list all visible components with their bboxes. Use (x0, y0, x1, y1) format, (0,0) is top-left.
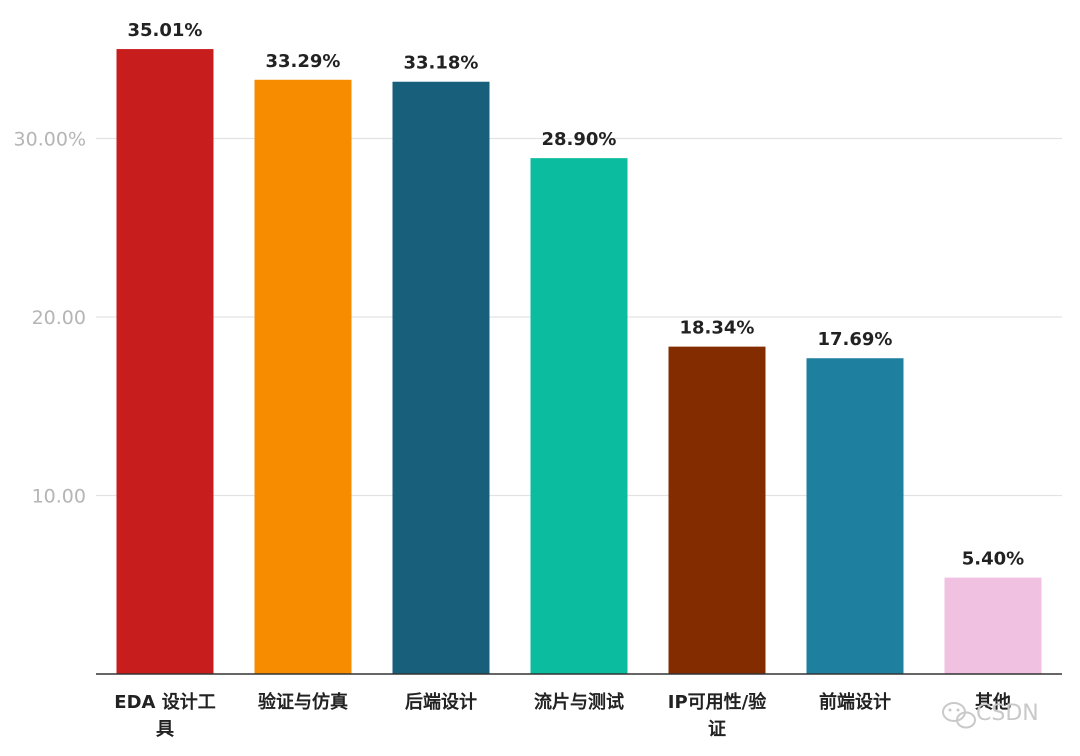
data-label: 28.90% (542, 129, 617, 150)
bar (806, 358, 904, 674)
data-label: 17.69% (818, 329, 893, 350)
y-tick-label: 20.00 (32, 307, 86, 329)
x-tick-label: EDA 设计工具 (114, 691, 215, 740)
x-tick-label: 流片与测试 (534, 691, 624, 713)
bar (530, 158, 628, 674)
bars (116, 49, 1042, 675)
x-tick-label: 其他 (975, 691, 1011, 713)
bar (944, 577, 1042, 674)
bar (116, 49, 214, 675)
wechat-icon (942, 702, 976, 729)
bar (254, 79, 352, 674)
data-label: 33.29% (266, 51, 341, 72)
bar (392, 81, 490, 674)
x-axis-labels: EDA 设计工具 验证与仿真 后端设计 流片与测试 IP可用性/验证 前端设计 其他 (114, 691, 1011, 740)
y-tick-label: 10.00 (32, 486, 86, 508)
y-tick-label: 30.00% (14, 129, 86, 151)
x-tick-label: IP可用性/验证 (668, 691, 767, 740)
x-tick-label: 后端设计 (405, 691, 477, 713)
watermark: CSDN (942, 701, 1039, 729)
x-tick-label: 前端设计 (819, 691, 891, 713)
watermark-text: CSDN (976, 701, 1039, 726)
value-labels: 35.01% 33.29% 33.18% 28.90% 18.34% 17.69% 5.40… (128, 20, 1025, 570)
data-label: 18.34% (680, 318, 755, 339)
bar (668, 346, 766, 674)
x-tick-label: 验证与仿真 (258, 691, 348, 713)
data-label: 35.01% (128, 20, 203, 41)
data-label: 33.18% (404, 53, 479, 74)
data-label: 5.40% (962, 549, 1024, 570)
